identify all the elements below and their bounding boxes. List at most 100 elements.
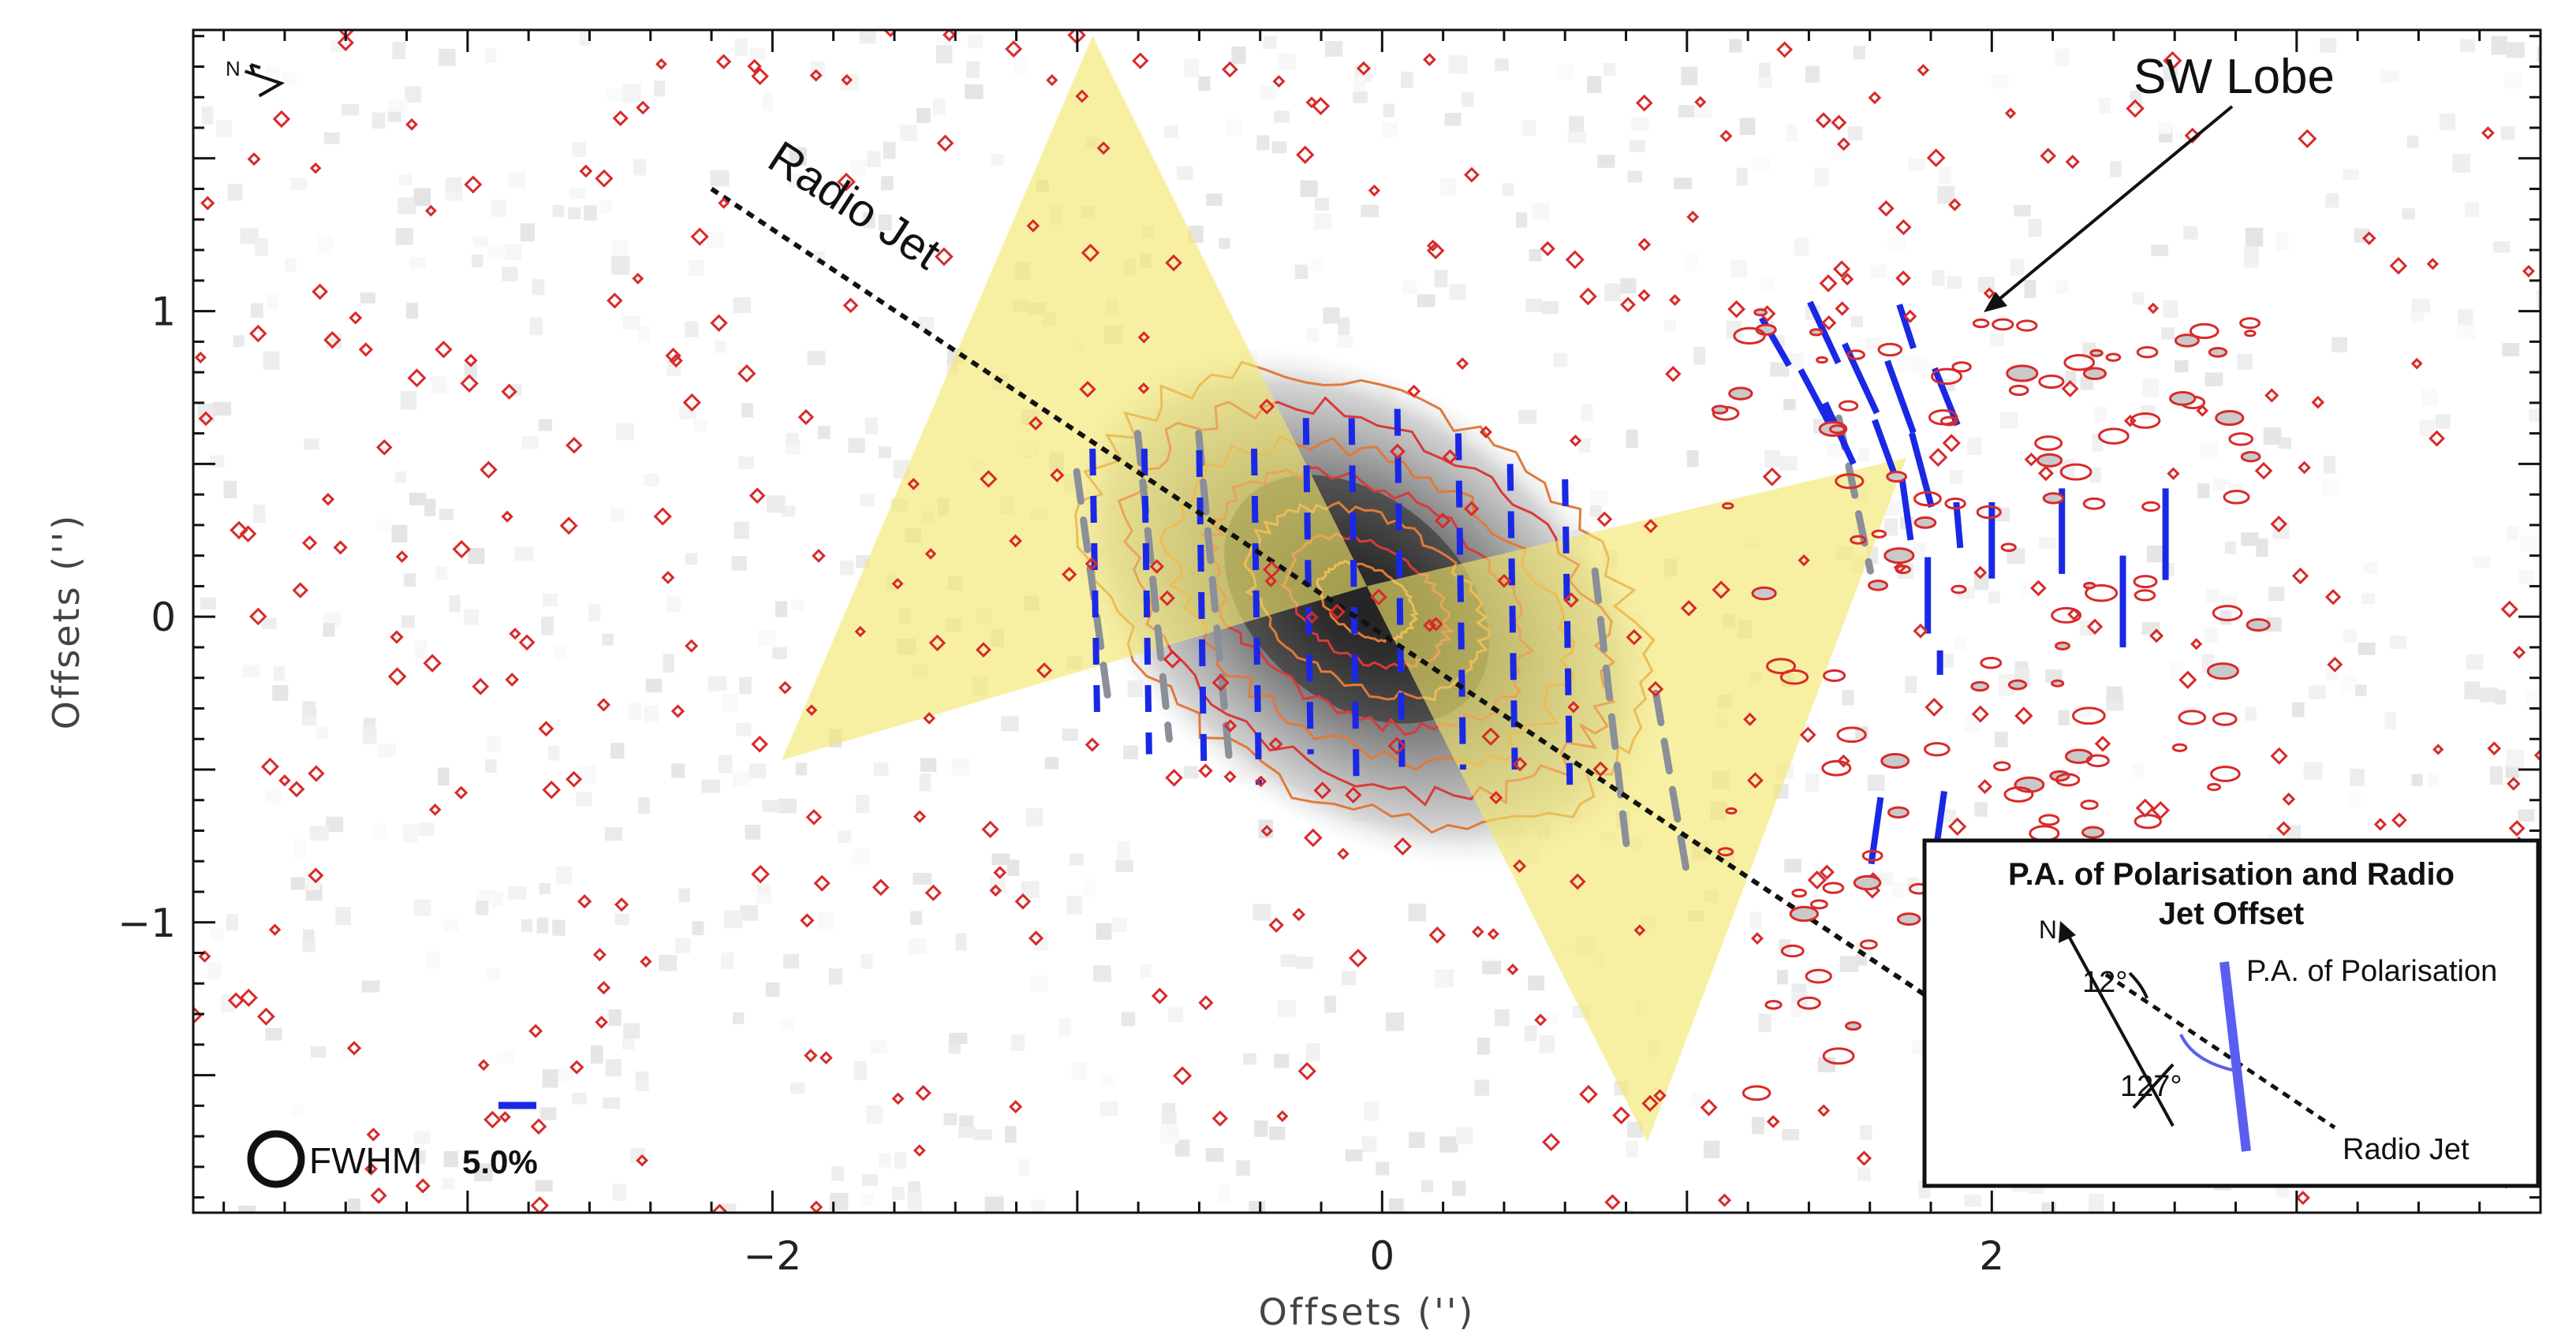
noise-pixel	[1739, 117, 1756, 136]
noise-pixel	[790, 147, 807, 166]
noise-contour	[1222, 61, 1238, 78]
noise-contour	[1665, 366, 1682, 382]
noise-pixel	[554, 645, 567, 659]
lobe-contour	[2208, 346, 2228, 358]
noise-pixel	[720, 1203, 737, 1213]
blue-vector-core	[1250, 448, 1262, 785]
noise-pixel	[1556, 63, 1575, 80]
noise-pixel	[775, 601, 788, 617]
y-tick-label: 1	[151, 289, 176, 335]
noise-pixel	[701, 779, 720, 793]
noise-pixel	[1385, 1012, 1405, 1031]
noise-contour	[370, 1187, 387, 1204]
noise-pixel	[2459, 39, 2476, 53]
noise-contour	[1149, 559, 1164, 574]
noise-pixel	[342, 1043, 358, 1061]
noise-pixel	[612, 240, 628, 255]
noise-pixel	[629, 703, 642, 720]
noise-contour	[1423, 53, 1436, 66]
noise-pixel	[1342, 971, 1357, 986]
noise-pixel	[1025, 808, 1043, 827]
lobe-contour	[2174, 334, 2200, 348]
noise-pixel	[1111, 917, 1127, 933]
noise-contour	[2167, 467, 2180, 480]
noise-pixel	[2505, 764, 2519, 779]
noise-pixel	[2324, 455, 2335, 474]
noise-pixel	[958, 1127, 976, 1139]
noise-pixel	[439, 509, 454, 520]
noise-pixel	[1794, 237, 1809, 256]
lobe-contour	[2055, 641, 2070, 650]
noise-contour	[636, 1154, 648, 1167]
noise-contour	[2311, 395, 2325, 409]
noise-pixel	[863, 212, 875, 229]
noise-pixel	[1853, 46, 1865, 60]
noise-contour	[935, 247, 954, 267]
noise-contour	[454, 785, 469, 800]
lobe-contour	[2141, 501, 2160, 513]
blue-vector-lobe	[1884, 360, 1917, 434]
noise-pixel	[1597, 155, 1615, 168]
noise-pixel	[2200, 441, 2219, 457]
noise-pixel	[2435, 414, 2451, 429]
noise-pixel	[2159, 121, 2172, 134]
noise-contour	[1569, 434, 1582, 447]
noise-pixel	[290, 877, 305, 890]
noise-pixel	[464, 609, 480, 625]
noise-pixel	[1865, 337, 1883, 350]
noise-pixel	[737, 456, 755, 469]
noise-pixel	[415, 640, 427, 659]
noise-pixel	[2089, 467, 2101, 483]
noise-pixel	[1031, 1199, 1046, 1213]
noise-pixel	[289, 177, 307, 191]
noise-contour	[2126, 99, 2145, 118]
noise-pixel	[1161, 1110, 1177, 1125]
noise-pixel	[913, 872, 932, 885]
noise-contour	[509, 628, 521, 640]
noise-pixel	[1274, 110, 1290, 123]
noise-pixel	[503, 244, 522, 261]
noise-pixel	[2007, 547, 2025, 564]
noise-pixel	[1177, 166, 1193, 181]
fwhm-indicator: FWHM	[247, 1130, 422, 1188]
noise-pixel	[521, 919, 532, 933]
noise-pixel	[438, 767, 450, 786]
noise-contour	[518, 634, 536, 651]
noise-pixel	[2537, 47, 2541, 62]
noise-pixel	[2163, 65, 2178, 82]
noise-pixel	[529, 317, 543, 336]
noise-pixel	[685, 553, 698, 565]
noise-contour	[1917, 64, 1930, 76]
noise-contour	[2270, 747, 2288, 765]
noise-contour	[751, 864, 770, 884]
noise-contour	[942, 30, 957, 42]
noise-pixel	[1857, 1167, 1872, 1181]
noise-pixel	[302, 701, 315, 716]
noise-contour	[1337, 848, 1350, 860]
noise-pixel	[1101, 1074, 1114, 1087]
noise-pixel	[1296, 956, 1313, 969]
noise-pixel	[866, 1109, 883, 1124]
noise-contour	[690, 227, 709, 246]
noise-contour	[669, 353, 683, 368]
noise-contour	[1719, 129, 1733, 143]
noise-pixel	[2038, 537, 2056, 550]
noise-contour	[2324, 589, 2342, 606]
noise-pixel	[1482, 960, 1502, 975]
noise-contour	[1163, 650, 1182, 669]
noise-pixel	[520, 223, 535, 242]
noise-pixel	[1887, 236, 1906, 250]
noise-pixel	[404, 572, 416, 587]
noise-pixel	[2464, 202, 2479, 218]
lobe-contour	[1972, 318, 1990, 329]
noise-pixel	[1932, 270, 1945, 286]
noise-contour	[751, 67, 769, 86]
noise-pixel	[1184, 58, 1200, 77]
noise-pixel	[1753, 158, 1771, 170]
noise-contour	[2030, 580, 2047, 597]
noise-pixel	[1620, 278, 1637, 294]
noise-pixel	[2479, 687, 2498, 703]
noise-contour	[1489, 791, 1503, 805]
noise-pixel	[1018, 1158, 1031, 1176]
lobe-contour	[1861, 849, 1883, 862]
